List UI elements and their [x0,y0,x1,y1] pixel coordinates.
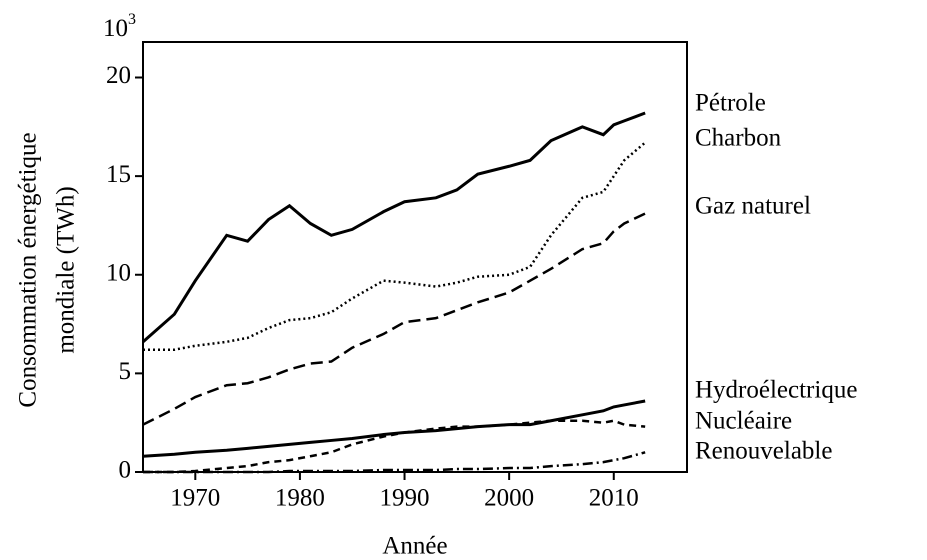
series-line [143,419,646,474]
x-tick-label: 1980 [275,485,325,512]
series-label: Charbon [695,125,782,152]
y-tick-label: 0 [119,457,132,484]
y-tick-label: 20 [106,62,131,89]
x-tick-label: 2000 [484,485,534,512]
y-multiplier: 103 [103,11,136,42]
y-axis-label-line: mondiale (TWh) [53,186,80,353]
x-tick-label: 2010 [589,485,639,512]
y-tick-label: 5 [119,358,132,385]
y-axis-label: Consommation énergétique mondiale (TWh) [15,132,80,407]
x-tick-label: 1990 [380,485,430,512]
y-tick-label: 15 [106,161,131,188]
series-label: Hydroélectrique [695,377,857,404]
plot-frame [142,41,688,473]
x-axis-label: Année [382,533,447,560]
series-line [142,399,646,458]
series-label: Nucléaire [695,408,792,435]
y-axis-label-line: Consommation énergétique [15,132,42,407]
series-line [143,141,646,351]
series-line [143,451,646,474]
x-tick-label: 1970 [170,485,220,512]
series-label: Pétrole [695,90,766,117]
series-label: Gaz naturel [695,193,811,220]
series-line [142,111,646,343]
y-tick-label: 10 [106,259,131,286]
series-label: Renouvelable [695,438,832,465]
